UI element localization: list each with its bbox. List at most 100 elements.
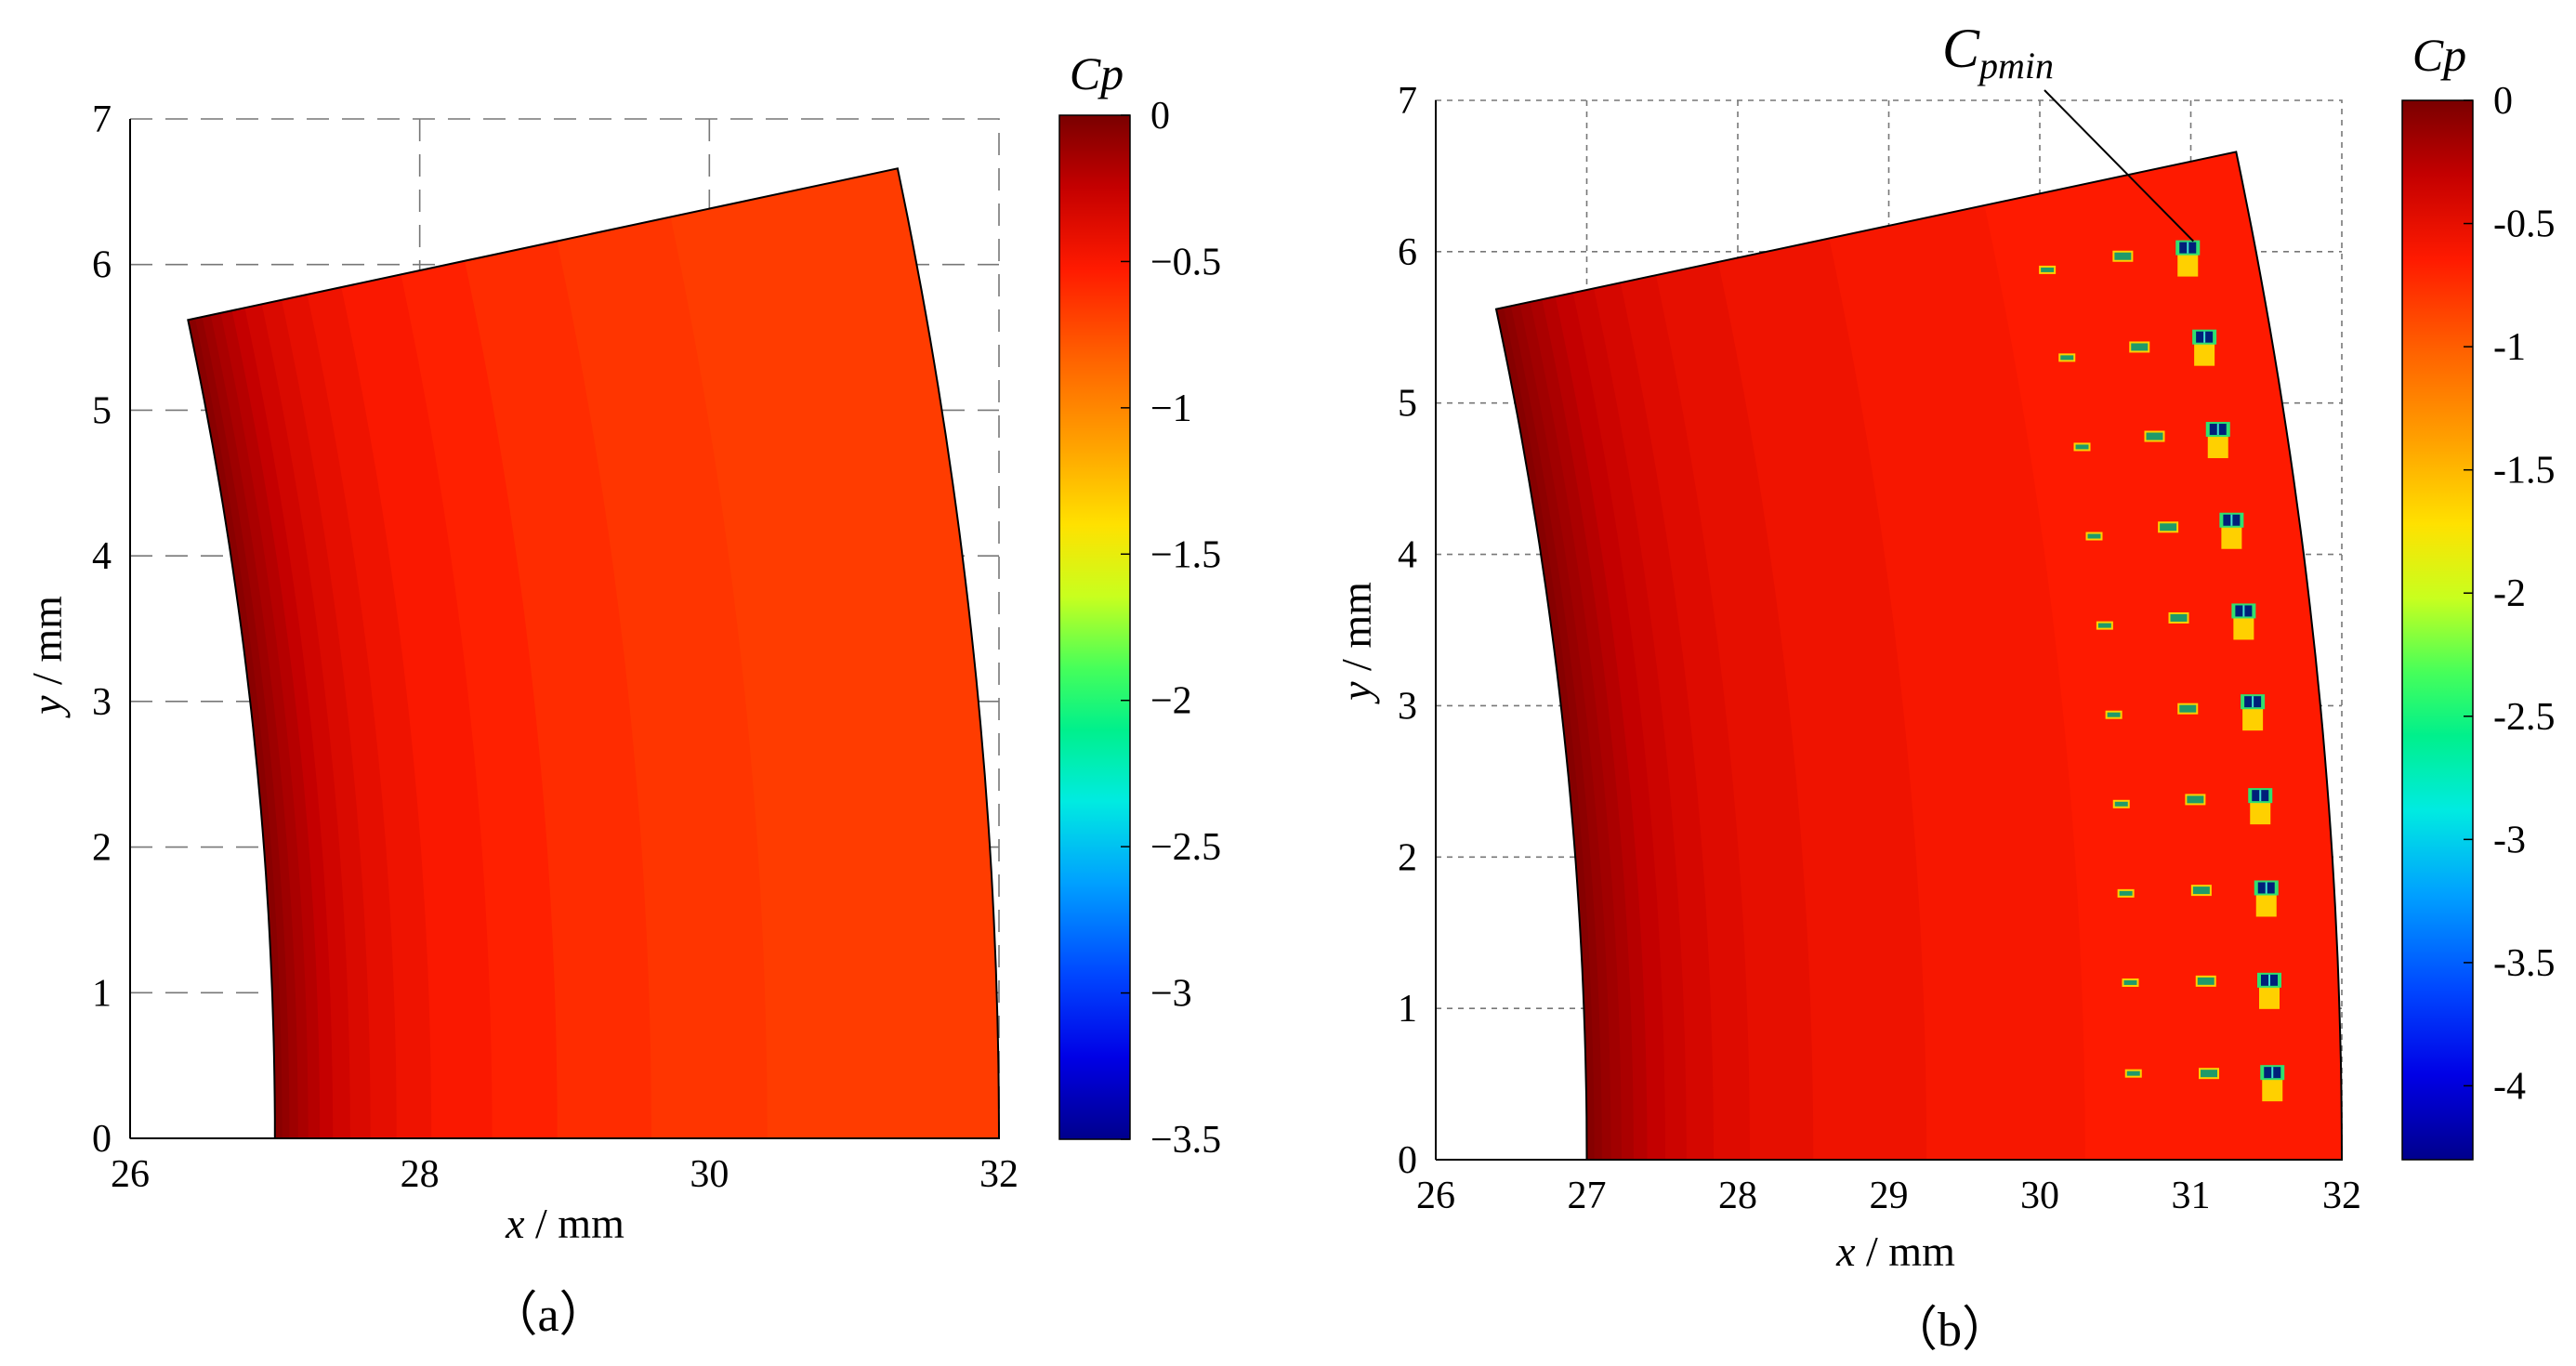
panel-a-colorbar-bar <box>1058 114 1131 1140</box>
panel-a-colorbar-tick-label: −2.5 <box>1150 826 1221 869</box>
panel-b-cavitation-spot <box>2241 694 2266 731</box>
panel-a-domain-outline <box>187 167 1001 1139</box>
spot-green-core <box>2119 890 2133 896</box>
panel-a-ytick-label: 0 <box>92 1118 112 1161</box>
panel-b-ytick-label: 2 <box>1398 836 1417 879</box>
spot-green-core <box>2201 1070 2217 1078</box>
panel-a-ytick-label: 6 <box>92 244 112 287</box>
panel-a-colorbar-tick-label: −1 <box>1150 387 1192 430</box>
panel-a-ytick-label: 4 <box>92 535 112 578</box>
panel-b-cavitation-spot <box>2085 532 2103 541</box>
panel-b-ytick-label: 4 <box>1398 534 1417 577</box>
panel-a-colorbar-tick-label: −1.5 <box>1150 533 1221 576</box>
panel-b-xtick-label: 32 <box>2322 1175 2361 1217</box>
spot-green-core <box>2075 444 2089 450</box>
panel-b-xlabel: x / mm <box>1835 1228 1955 1275</box>
panel-b-xtick-label: 27 <box>1568 1175 1607 1217</box>
panel-b-cavitation-spot <box>2117 888 2135 898</box>
panel-b-colorbar-title: Cp <box>2412 29 2466 81</box>
panel-a-xtick-label: 32 <box>979 1153 1019 1196</box>
panel-b-ytick-label: 1 <box>1398 988 1417 1031</box>
spot-green-core <box>2087 533 2101 539</box>
panel-b-contour <box>1496 151 2342 1161</box>
panel-b-cavitation-spot <box>2158 521 2179 533</box>
spot-green-core <box>2126 1070 2140 1076</box>
panel-b-colorbar-tick-label: 0 <box>2493 80 2513 123</box>
panel-a-xlabel: x / mm <box>505 1200 624 1247</box>
panel-a-ytick-label: 2 <box>92 827 112 870</box>
spot-green-core <box>2107 712 2121 717</box>
panel-b-cavitation-spot <box>2112 250 2134 262</box>
panel-b-label: （b） <box>1889 1304 2010 1357</box>
panel-a-colorbar-ticks: 0 −0.5 −1 −1.5 −2 −2.5 −3 −3.5 <box>1121 95 1221 1162</box>
panel-a-colorbar-tick-label: −2 <box>1150 680 1192 723</box>
panel-a-colorbar-tick-label: −3.5 <box>1150 1119 1221 1162</box>
panel-a-colorbar-tick-label: −3 <box>1150 973 1192 1016</box>
panel-a-ytick-label: 1 <box>92 972 112 1015</box>
panel-b-ytick-label: 7 <box>1398 80 1417 123</box>
panel-b-cavitation-spot <box>2122 978 2139 987</box>
spot-green-core <box>2197 977 2215 985</box>
panel-b-colorbar-tick-label: -2.5 <box>2493 696 2556 739</box>
spot-green-core <box>2170 613 2188 622</box>
panel-b-cavitation-spot <box>2177 703 2199 715</box>
panel-b-cavitation-spot <box>2195 975 2216 987</box>
panel-b-cavitation-spot <box>2058 353 2076 362</box>
panel-b-cavitation-spot <box>2257 972 2281 1009</box>
spot-green-core <box>2041 267 2055 272</box>
spot-green-core <box>2187 795 2204 804</box>
panel-b-colorbar-tick-label: -3.5 <box>2493 942 2556 985</box>
panel-b: 26 27 28 29 30 31 32 0 1 2 3 4 5 6 7 Cpmin x / mm y / … <box>1333 18 2556 1357</box>
spot-green-core <box>2114 252 2132 260</box>
spot-green-core <box>2114 801 2128 807</box>
panel-b-cavitation-spot <box>2112 799 2130 808</box>
panel-b-cavitation-spot <box>2168 611 2189 624</box>
spot-green-core <box>2097 623 2111 628</box>
panel-b-axes: 26 27 28 29 30 31 32 0 1 2 3 4 5 6 7 <box>1398 80 2361 1217</box>
spot-green-core <box>2123 979 2137 985</box>
panel-b-colorbar-bar <box>2401 99 2474 1161</box>
panel-a-axes: 26 28 30 32 0 1 2 3 4 5 6 7 <box>92 99 1019 1196</box>
panel-b-cavitation-spot <box>2254 880 2279 917</box>
panel-b-colorbar-tick-label: -0.5 <box>2493 204 2556 246</box>
panel-b-cavitation-spot <box>2192 329 2217 366</box>
panel-a-contour <box>188 168 1000 1139</box>
panel-b-xtick-label: 26 <box>1416 1175 1455 1217</box>
panel-a-colorbar-tick-label: −0.5 <box>1150 241 1221 283</box>
panel-b-cavitation-spot <box>2129 341 2150 353</box>
panel-b-ytick-label: 0 <box>1398 1139 1417 1182</box>
panel-b-colorbar: Cp 0 -0.5 -1 -1.5 -2 -2.5 -3 -3.5 -4 <box>2401 29 2556 1161</box>
panel-b-colorbar-tick-label: -1.5 <box>2493 450 2556 493</box>
spot-green-core <box>2192 887 2210 895</box>
panel-b-ytick-label: 3 <box>1398 685 1417 728</box>
panel-b-cavitation-spot <box>2190 885 2212 897</box>
panel-b-cavitation-spot <box>2219 512 2244 549</box>
panel-a-colorbar-title: Cp <box>1070 47 1124 99</box>
panel-a-xtick-label: 26 <box>111 1153 150 1196</box>
panel-b-colorbar-tick-label: -4 <box>2493 1065 2526 1108</box>
panel-b-ytick-label: 5 <box>1398 383 1417 426</box>
panel-b-cavitation-spot <box>2199 1068 2219 1080</box>
panel-b-colorbar-ticks: 0 -0.5 -1 -1.5 -2 -2.5 -3 -3.5 -4 <box>2464 80 2556 1108</box>
panel-a-ytick-label: 5 <box>92 389 112 432</box>
panel-a-ytick-label: 3 <box>92 681 112 724</box>
panel-a-label: （a） <box>489 1289 607 1342</box>
panel-b-cavitation-spot <box>2185 794 2206 806</box>
spot-green-core <box>2131 343 2149 351</box>
panel-b-spots <box>2039 240 2285 1102</box>
panel-b-annotation-leader <box>2044 89 2194 243</box>
spot-green-core <box>2179 704 2197 713</box>
panel-b-cavitation-spot <box>2124 1069 2142 1078</box>
panel-b-cavitation-spot <box>2096 621 2113 630</box>
panel-b-colorbar-tick-label: -3 <box>2493 819 2526 861</box>
panel-b-cavitation-spot <box>2144 430 2165 442</box>
panel-a-colorbar-tick-label: 0 <box>1150 95 1170 138</box>
panel-b-cavitation-spot <box>2231 603 2256 640</box>
spot-green-core <box>2060 355 2074 361</box>
panel-b-cavitation-spot <box>2260 1065 2285 1102</box>
panel-a-colorbar: Cp 0 −0.5 −1 −1.5 −2 −2.5 −3 −3.5 <box>1058 47 1221 1162</box>
panel-a-ytick-label: 7 <box>92 99 112 141</box>
panel-b-cavitation-spot <box>2105 710 2123 719</box>
panel-b-xtick-label: 31 <box>2172 1175 2211 1217</box>
